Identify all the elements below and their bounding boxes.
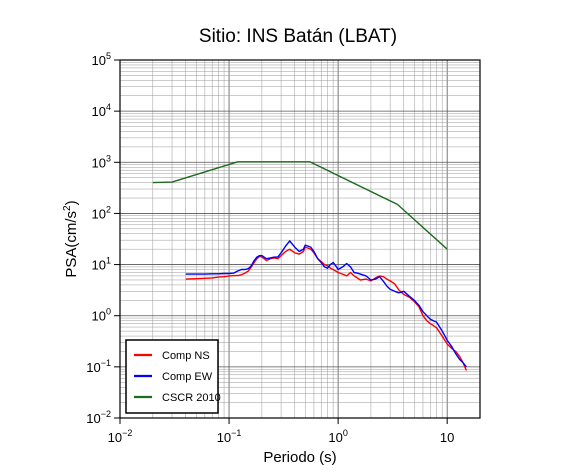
data-series (152, 161, 468, 371)
y-tick-label: 100 (92, 307, 111, 324)
y-tick-label: 10−2 (86, 409, 111, 426)
plot-frame (119, 59, 481, 419)
y-tick-label: 10−1 (86, 358, 111, 375)
y-tick-label: 103 (92, 153, 111, 170)
y-tick-label: 101 (92, 256, 111, 273)
x-tick-label: 10−2 (108, 428, 133, 445)
x-tick-label: 10 (440, 430, 454, 445)
x-axis-label: Periodo (s) (263, 449, 336, 466)
legend-label-cscr-2010: CSCR 2010 (162, 392, 221, 404)
axis-ticks: 10−2 10−1 100 10 10−2 10−1 100 101 102 103 104 105 (86, 51, 454, 445)
legend-label-comp-ew: Comp EW (162, 371, 213, 383)
x-tick-label: 100 (328, 428, 347, 445)
y-tick-label: 102 (92, 204, 111, 221)
x-tick-label: 10−1 (217, 428, 242, 445)
series-line-comp-ew (185, 240, 467, 368)
y-tick-label: 105 (92, 51, 111, 68)
chart-title: Sitio: INS Batán (LBAT) (199, 26, 397, 47)
y-axis-label-base: PSA(cm/s (63, 211, 80, 278)
y-axis-label-close: ) (63, 200, 80, 205)
legend-label-comp-ns: Comp NS (162, 350, 210, 362)
series-line-cscr-2010 (152, 161, 448, 250)
series-line-comp-ns (185, 246, 468, 371)
legend: Comp NS Comp EW CSCR 2010 (125, 339, 221, 414)
y-axis-label-superscript: 2 (62, 205, 73, 211)
y-tick-label: 104 (92, 102, 111, 119)
y-axis-label: PSA(cm/s2) (62, 200, 80, 277)
